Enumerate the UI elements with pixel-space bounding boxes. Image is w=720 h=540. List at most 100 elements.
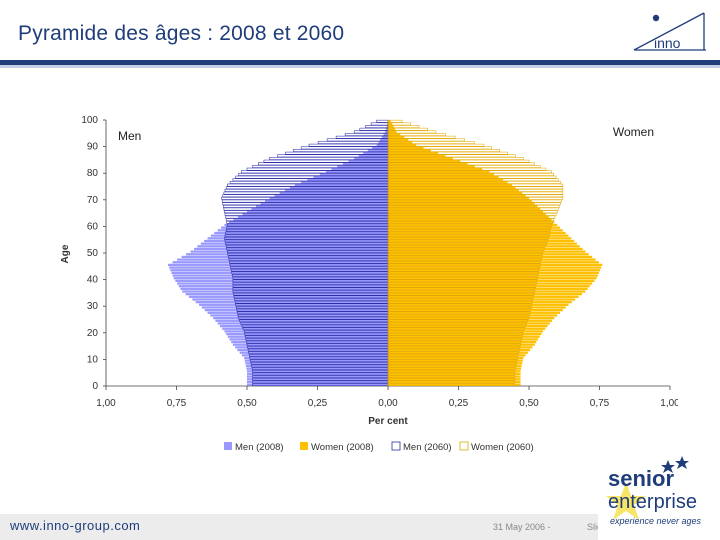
men-2008-bar [210,314,388,317]
legend-label: Men (2008) [235,442,284,453]
women-2060-bar [387,359,518,363]
women-2060-bar [387,231,551,235]
men-2008-bar [331,168,388,171]
women-2008-bar [388,162,468,165]
women-2060-bar [387,327,525,331]
men-2008-bar [182,290,388,293]
women-2060-bar [387,351,520,355]
women-2008-bar [388,330,544,333]
women-2008-bar [388,231,566,235]
women-2008-bar [388,165,475,168]
women-2008-bar [388,303,569,306]
women-2008-bar [388,202,535,205]
women-2060-bar [387,348,520,352]
men-2008-bar [170,269,388,272]
men-2008-bar [204,309,388,312]
legend-swatch [391,441,401,451]
men-2008-bar [383,133,388,136]
women-2008-bar [388,125,394,128]
footer-url[interactable]: www.inno-group.com [10,518,141,533]
women-2060-bar [387,298,534,301]
men-2008-bar [210,234,388,237]
women-2060-bar [387,324,526,328]
women-2008-bar [388,271,599,275]
women-2060-bar [387,345,521,349]
women-2060-bar [387,215,556,219]
women-2008-bar [388,380,521,384]
women-2008-bar [388,255,593,259]
women-2008-bar [388,290,586,293]
women-2008-bar [388,237,572,240]
women-2060-bar [387,223,552,227]
men-2008-bar [181,255,388,259]
men-2008-bar [325,170,388,173]
women-2008-bar [388,364,522,368]
women-2060-bar [387,284,537,288]
women-2008-bar [388,168,483,171]
men-2008-bar [175,279,388,282]
x-tick-label: 0,25 [449,398,469,409]
women-2008-bar [388,133,401,136]
men-2008-bar [358,154,388,157]
women-2008-bar [388,348,531,352]
x-tick-label: 0,50 [519,398,539,409]
women-2008-bar [388,375,521,378]
men-2008-bar [237,215,388,219]
y-tick-label: 30 [87,301,99,312]
women-2060-bar [387,141,475,144]
women-2008-bar [388,130,397,134]
women-2060-bar [387,135,456,139]
men-2008-bar [229,338,388,341]
women-2008-bar [388,141,413,144]
women-2008-bar [388,340,537,344]
men-2008-bar [193,247,388,251]
men-side-label: Men [118,129,141,143]
y-tick-label: 100 [81,115,98,126]
men-2008-bar [207,311,388,314]
women-2060-bar [387,197,564,200]
women-2060-bar [387,122,411,126]
men-2008-bar [168,263,388,267]
men-2008-bar [233,218,388,221]
women-2008-bar [388,258,596,261]
women-2008-bar [388,215,549,219]
women-2060-bar [387,130,437,134]
men-2008-bar [237,348,388,352]
men-2008-bar [289,186,388,189]
men-2008-bar [169,266,388,269]
women-2008-bar [388,122,393,126]
women-2060-bar [387,292,535,296]
women-2008-bar [388,298,576,301]
men-2008-bar [294,183,388,187]
women-2060-bar [387,268,540,272]
women-2008-bar [388,207,541,211]
women-2008-bar [388,210,544,213]
men-2008-bar [219,324,388,328]
men-2008-bar [247,372,388,376]
men-2008-bar [385,128,388,131]
men-2008-bar [201,306,388,309]
women-2008-bar [388,359,523,362]
men-2008-bar [319,173,388,176]
women-2060-bar [387,127,428,131]
women-2060-bar [387,319,529,323]
women-2060-bar [387,306,532,309]
men-2060-bar [335,135,389,139]
population-pyramid-chart: 0 10 20 30 40 50 60 70 80 90 100 Age 1,00 0,75 0,50 0,2… [50,98,678,458]
women-2008-bar [388,191,523,195]
men-2008-bar [221,226,388,229]
women-2060-bar [387,258,542,261]
women-2060-bar [387,133,446,136]
women-2008-bar [388,160,461,163]
men-2008-bar [279,191,388,195]
women-2008-bar [388,351,528,354]
women-2008-bar [388,176,499,179]
women-2060-bar [387,290,535,293]
x-tick-label: 1,00 [96,398,116,409]
senior-text: senior [608,466,674,491]
men-2008-bar [172,274,388,277]
women-2060-bar [387,228,551,232]
women-2060-bar [387,332,524,336]
women-2008-bar [388,319,553,322]
women-2060-bar [387,194,564,198]
